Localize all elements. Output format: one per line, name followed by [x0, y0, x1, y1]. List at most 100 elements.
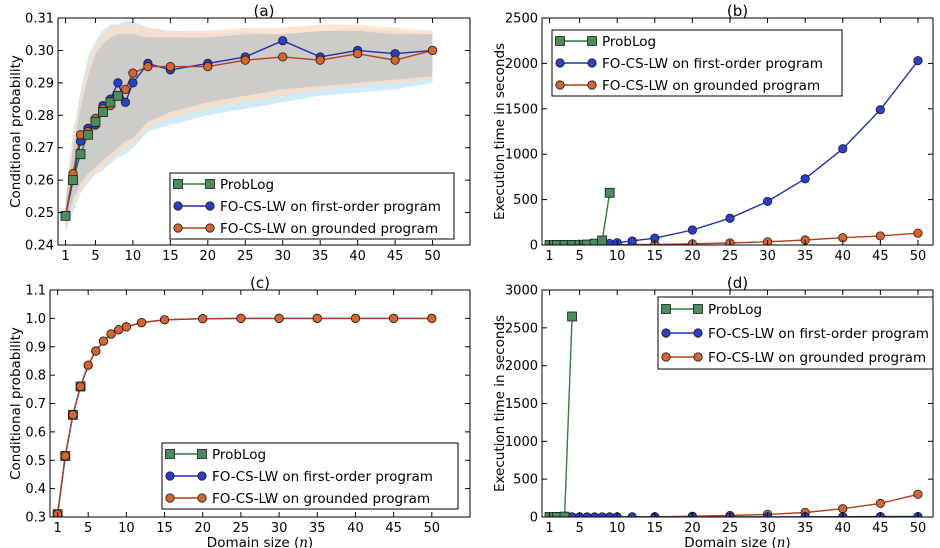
x-tick-label-c-4: 20 — [194, 521, 211, 536]
legend-marker-d-0-a — [661, 304, 671, 314]
x-tick-label-d-0: 1 — [545, 521, 553, 536]
legend-marker-a-2-b — [205, 223, 215, 233]
data-point-d-2-18 — [913, 489, 923, 499]
data-point-c-2-15 — [312, 313, 322, 323]
x-tick-label-a-8: 40 — [349, 249, 366, 264]
x-tick-label-d-3: 15 — [647, 521, 664, 536]
legend-marker-c-2-a — [165, 493, 175, 503]
legend-d: ProbLog FO-CS-LW on first-order program FO… — [657, 296, 934, 370]
series-line-d-0 — [549, 316, 573, 517]
panel-title-b: (b) — [727, 2, 748, 20]
legend-label-c-1: FO-CS-LW on first-order program — [212, 469, 433, 485]
data-point-c-2-6 — [98, 336, 109, 346]
legend-marker-a-1-a — [173, 201, 183, 211]
data-point-c-2-7 — [106, 329, 116, 339]
x-tick-label-a-1: 5 — [91, 249, 99, 264]
legend-marker-d-2-a — [661, 352, 671, 362]
data-point-a-1-14 — [278, 36, 288, 46]
y-tick-label-d-6: 3000 — [505, 284, 538, 299]
legend-marker-d-1-a — [661, 328, 671, 338]
x-tick-label-d-9: 45 — [872, 521, 889, 536]
data-point-a-0-0 — [60, 210, 71, 221]
legend-marker-b-1-a — [555, 58, 565, 68]
data-point-b-1-17 — [875, 105, 885, 115]
data-point-b-2-18 — [913, 228, 923, 238]
y-tick-label-c-4: 0.7 — [25, 397, 46, 412]
legend-marker-d-2-b — [693, 352, 703, 362]
x-tick-label-d-7: 35 — [797, 521, 814, 536]
data-point-b-0-1 — [552, 240, 562, 245]
x-tick-label-d-4: 20 — [684, 521, 701, 536]
legend-marker-b-0-a — [555, 36, 565, 46]
y-axis-label-d: Execution time in seconds — [492, 315, 508, 492]
y-tick-label-b-0: 0 — [530, 239, 538, 254]
data-point-a-2-8 — [120, 84, 131, 94]
legend-marker-a-0-a — [173, 179, 183, 189]
y-tick-label-d-4: 2000 — [505, 359, 538, 374]
y-axis-label-b: Execution time in seconds — [492, 43, 508, 220]
legend-marker-c-0-b — [197, 449, 207, 459]
panel-title-c: (c) — [250, 274, 270, 292]
y-axis-label-a: Conditional probability — [8, 55, 24, 208]
y-tick-label-c-2: 0.5 — [25, 454, 46, 469]
panel-title-d: (d) — [727, 274, 748, 292]
data-point-a-2-12 — [203, 62, 213, 72]
data-point-c-2-12 — [198, 314, 208, 324]
data-point-a-0-5 — [98, 107, 108, 117]
data-point-c-2-5 — [91, 346, 101, 356]
data-point-a-1-7 — [113, 78, 123, 88]
y-tick-label-d-5: 2500 — [505, 321, 538, 336]
legend-label-d-1: FO-CS-LW on first-order program — [708, 326, 929, 342]
data-point-a-2-13 — [240, 55, 250, 65]
confidence-band-a-2 — [65, 31, 433, 226]
y-tick-label-b-5: 2500 — [505, 12, 538, 27]
data-point-a-2-17 — [390, 55, 400, 65]
y-tick-label-c-5: 0.8 — [25, 369, 46, 384]
legend-marker-a-2-a — [173, 223, 183, 233]
x-tick-label-d-1: 5 — [575, 521, 583, 536]
panel-title-a: (a) — [254, 2, 275, 20]
x-tick-label-c-8: 40 — [347, 521, 364, 536]
x-tick-label-a-2: 10 — [125, 249, 142, 264]
x-tick-label-c-9: 45 — [385, 521, 402, 536]
data-point-c-2-4 — [83, 360, 93, 370]
y-tick-label-c-6: 0.9 — [25, 340, 46, 355]
legend-label-c-0: ProbLog — [212, 447, 266, 463]
y-tick-label-b-3: 1500 — [505, 102, 538, 117]
y-tick-label-d-2: 1000 — [505, 435, 538, 450]
y-tick-label-b-4: 2000 — [505, 57, 538, 72]
y-tick-label-c-3: 0.6 — [25, 425, 46, 440]
data-point-c-2-16 — [350, 313, 361, 323]
panel-a: 1 5 10 15 20 25 30 35 40 45 500.240.250.260.270.28… — [8, 2, 471, 264]
data-point-c-2-13 — [236, 313, 246, 323]
x-tick-label-c-5: 25 — [233, 521, 250, 536]
data-point-a-0-1 — [68, 175, 78, 186]
x-tick-label-b-1: 5 — [575, 249, 583, 264]
x-tick-label-a-3: 15 — [162, 249, 179, 264]
x-tick-label-b-8: 40 — [834, 249, 851, 264]
y-tick-label-b-1: 500 — [513, 193, 538, 208]
data-point-a-1-9 — [128, 78, 138, 88]
x-tick-label-d-5: 25 — [722, 521, 739, 536]
data-point-a-2-9 — [128, 68, 138, 78]
x-tick-label-a-6: 30 — [274, 249, 291, 264]
x-tick-label-c-3: 15 — [156, 521, 173, 536]
legend-c: ProbLog FO-CS-LW on first-order program FO… — [161, 442, 459, 510]
legend-label-a-1: FO-CS-LW on first-order program — [220, 199, 441, 215]
legend-label-a-2: FO-CS-LW on grounded program — [220, 221, 438, 237]
data-point-c-2-17 — [389, 313, 399, 323]
data-point-a-2-18 — [427, 45, 438, 56]
legend-marker-c-1-b — [197, 471, 207, 481]
y-tick-label-c-0: 0.3 — [25, 511, 46, 526]
data-point-c-2-10 — [137, 318, 147, 328]
data-point-c-2-8 — [114, 325, 124, 335]
data-point-c-2-1 — [60, 451, 70, 461]
data-point-a-2-11 — [165, 62, 175, 72]
y-tick-label-d-3: 1500 — [505, 397, 538, 412]
plot-area-a — [60, 21, 438, 233]
y-tick-label-a-4: 0.28 — [25, 109, 54, 124]
data-point-a-0-4 — [90, 116, 101, 127]
x-tick-label-b-2: 10 — [609, 249, 626, 264]
data-point-b-1-12 — [687, 225, 697, 235]
